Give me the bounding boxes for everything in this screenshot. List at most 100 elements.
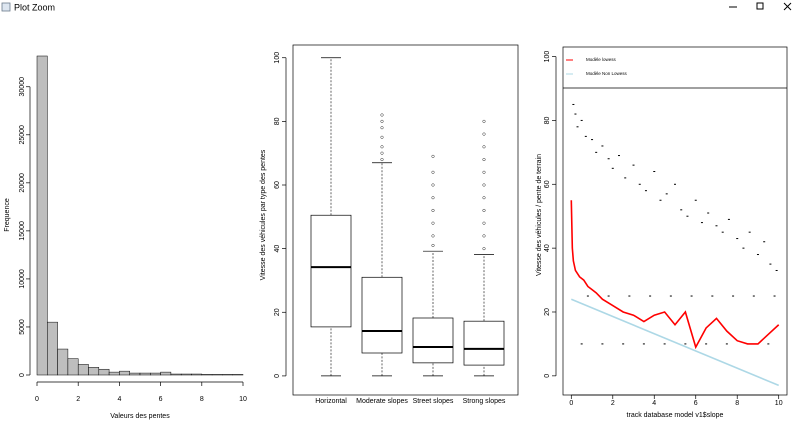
x-axis-title: track database model v1$slope [627,412,724,419]
x-tick-label: 10 [775,400,783,407]
scatter-point [622,343,625,345]
histogram-bar [119,370,130,376]
scatter-point [607,295,610,297]
title-bar [0,0,800,16]
model-line [570,200,780,350]
histogram-bar [77,364,89,376]
scatter-point [727,218,730,220]
y-tick-label: 80 [274,117,281,125]
window-icon [1,2,11,12]
outlier [482,208,486,212]
outlier [431,208,435,212]
scatter-point [642,343,645,345]
scatter-point [684,343,687,345]
close-button[interactable] [783,2,792,11]
x-tick-label: Strong slopes [463,398,506,405]
outlier [482,132,486,136]
histogram-bar [36,55,48,376]
scatter-point [707,212,710,214]
outlier [482,196,486,200]
outlier [431,170,435,174]
scatter-point [773,295,776,297]
scatter-point [607,158,610,160]
histogram-bar [150,372,161,376]
outlier [380,126,384,130]
y-tick-label: 40 [274,245,281,253]
outlier [431,243,435,247]
x-tick-label: Moderate slopes [356,398,408,405]
scatter-point [611,167,614,169]
scatter-point [576,126,579,128]
outlier [482,158,486,162]
outlier [380,151,384,155]
scatter-point [690,295,693,297]
y-tick-label: 0 [19,373,26,377]
outlier [431,154,435,158]
histogram-bar [98,368,110,376]
outlier [380,119,384,123]
outlier [482,170,486,174]
y-tick-label: 40 [544,244,551,252]
y-tick-label: 20 [274,308,281,316]
histogram-bar [129,372,141,376]
outlier [482,183,486,187]
histogram-bar [139,372,151,376]
maximize-button[interactable] [756,2,764,10]
scatter-point [736,238,739,240]
outlier [482,119,486,123]
x-tick-label: 8 [200,396,204,403]
histogram-bar [88,367,100,376]
outlier [482,221,486,225]
outlier [482,247,486,251]
outlier [482,145,486,149]
x-tick-label: 4 [117,396,121,403]
model-line [570,298,780,387]
x-tick-label: Horizontal [315,398,347,405]
histogram-bar [108,371,120,376]
outlier [380,135,384,139]
y-tick-label: 100 [274,52,281,64]
box [310,214,352,328]
scatter-point [584,135,587,137]
scatter-point [763,241,766,243]
x-tick-label: 0 [35,396,39,403]
x-tick-label: Street slopes [413,398,454,405]
scatter-point [618,155,620,157]
y-tick-label: 0 [274,374,281,378]
histogram-bar [57,348,69,376]
y-tick-label: 25000 [19,125,26,145]
y-tick-label: 5000 [19,319,26,335]
scatter-point [748,231,751,233]
scatter-point [632,164,635,166]
histogram-bar [47,321,58,376]
scatter-point [653,171,656,173]
outlier [380,158,384,162]
plot-frame [292,44,519,396]
outlier [431,183,435,187]
scatter-point [686,215,689,217]
scatter-point [725,343,728,345]
scatter-point [669,295,672,297]
outlier [431,221,435,225]
y-tick-label: 100 [544,51,551,63]
x-tick-label: 4 [652,400,656,407]
box [463,320,505,366]
plot-area [570,103,780,387]
legend-label: Modèle lowess [586,57,617,62]
scatter-point [674,183,676,185]
scatter-point [680,209,683,211]
y-axis-title: Frequence [4,198,11,232]
y-tick-label: 60 [274,181,281,189]
y-axis-title: Vitesse des véhicules / pente de terrain [536,154,543,276]
scatter-point [769,263,772,265]
x-tick-label: 6 [694,400,698,407]
y-tick-label: 80 [544,116,551,124]
scatter-point [756,254,759,256]
scatter-point [580,343,583,345]
y-tick-label: 0 [544,374,551,378]
outlier [380,113,384,117]
outlier [482,234,486,238]
x-tick-label: 6 [159,396,163,403]
histogram-bar [180,373,192,376]
scatter-point [644,190,647,192]
